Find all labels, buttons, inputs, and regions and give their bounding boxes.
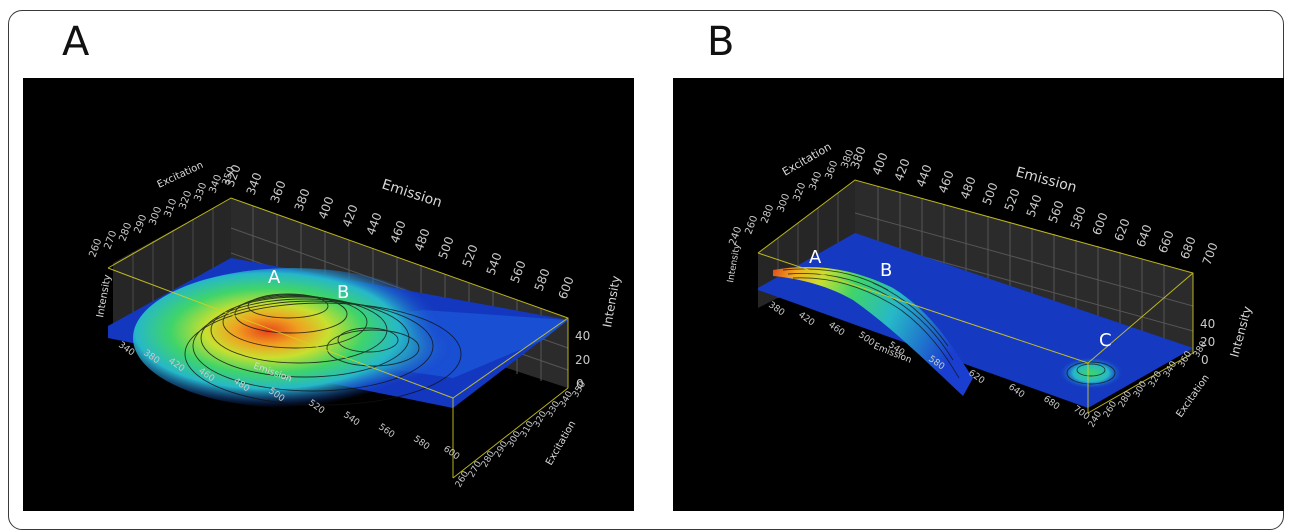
panel-a-emission-bottom-tick: 580 [411, 434, 431, 452]
panel-b-peak-label-c: C [1099, 330, 1112, 351]
panel-a-excitation-right-tick: 350 [571, 379, 588, 399]
panel-b-peak-label-a: A [809, 247, 822, 268]
panel-a-excitation-tick: 280 [117, 221, 134, 243]
panel-a-plot: 320 340 360 380 400 420 440 460 480 500 … [23, 78, 634, 511]
panel-b-intensity-title-left: Intensity [726, 243, 743, 284]
panel-a-excitation-tick: 310 [162, 197, 179, 219]
panel-b-excitation-tick: 320 [791, 181, 808, 203]
panel-a-excitation-title-right: Excitation [544, 419, 578, 467]
panel-a-letter: A [62, 19, 90, 65]
panel-a-emission-tick: 420 [340, 203, 361, 229]
panel-a-emission-tick: 380 [292, 187, 313, 213]
panel-a-emission-tick: 520 [460, 243, 481, 269]
panel-a-box-edges [107, 197, 569, 479]
panel-a-emission-bottom-tick: 600 [441, 444, 461, 462]
panel-b-emission-tick: 560 [1046, 199, 1067, 225]
panel-b-emission-tick: 640 [1134, 223, 1155, 249]
panel-b-excitation-tick: 280 [759, 203, 776, 225]
panel-a-emission-tick: 480 [412, 227, 433, 253]
panel-b-excitation-tick: 360 [823, 159, 840, 181]
panel-b-excitation-right-tick: 280 [1117, 389, 1134, 409]
panel-a-emission-tick: 580 [532, 267, 553, 293]
panel-b-emission-tick: 680 [1178, 235, 1199, 261]
panel-b-emission-tick: 520 [1002, 187, 1023, 213]
panel-b-emission-tick: 460 [936, 169, 957, 195]
panel-b-intensity-tick: 40 [1200, 317, 1215, 331]
panel-b-emission-tick: 400 [870, 151, 891, 177]
panel-b-emission-tick: 420 [892, 157, 913, 183]
panel-a-emission-tick: 440 [364, 211, 385, 237]
panel-b-peak-label-b: B [880, 260, 892, 281]
panel-a-peak-label-a: A [268, 267, 281, 288]
panel-a-excitation-tick: 270 [102, 229, 119, 251]
panel-b-emission-title: Emission [1014, 164, 1078, 196]
panel-b-excitation-title-right: Excitation [1174, 373, 1211, 420]
panel-a-peak-label-b: B [337, 282, 349, 303]
panel-a-intensity-title-left: Intensity [95, 274, 113, 319]
panel-a-excitation-tick: 330 [192, 181, 209, 203]
panel-b-excitation-right-tick: 300 [1132, 379, 1149, 399]
panel-a-contours [184, 293, 462, 406]
panel-a-emission-tick: 460 [388, 219, 409, 245]
panel-b-box-edges [757, 179, 1194, 414]
panel-b-emission-ticks: 380 400 420 440 460 480 500 520 540 560 … [848, 145, 1221, 267]
panel-b-excitation-right-tick: 260 [1102, 399, 1119, 419]
panel-b-emission-tick: 540 [1024, 193, 1045, 219]
panel-b-excitation-tick: 260 [743, 214, 760, 236]
panel-a-intensity-tick: 20 [575, 353, 590, 367]
panel-a-intensity-title: Intensity [600, 275, 623, 329]
panel-a-excitation-tick: 300 [147, 205, 164, 227]
panel-b-emission-tick: 580 [1068, 205, 1089, 231]
panel-b-plot: 380 400 420 440 460 480 500 520 540 560 … [673, 78, 1284, 511]
panel-b-emission-bottom-tick: 420 [796, 310, 816, 328]
panel-b-emission-tick: 700 [1200, 241, 1221, 267]
panel-a-emission-tick: 600 [556, 275, 577, 301]
panel-b-emission-tick: 440 [914, 163, 935, 189]
panel-b-back-wall [855, 180, 1193, 353]
panel-b-emission-tick: 620 [1112, 217, 1133, 243]
panel-b-ridge [773, 267, 973, 396]
panel-b-svg: 380 400 420 440 460 480 500 520 540 560 … [726, 140, 1254, 429]
panel-a-emission-bottom-tick: 560 [376, 422, 396, 440]
panel-a-excitation-tick: 320 [177, 189, 194, 211]
panel-a-side-wall [113, 198, 231, 328]
panel-a-emission-tick: 400 [316, 195, 337, 221]
panel-a-emission-tick: 340 [244, 171, 265, 197]
panel-a-emission-bottom-tick: 540 [341, 410, 361, 428]
panel-a-svg: 320 340 360 380 400 420 440 460 480 500 … [87, 160, 623, 490]
panel-b-emission-tick: 600 [1090, 211, 1111, 237]
panel-a-emission-title: Emission [380, 177, 444, 211]
panel-a-emission-tick: 560 [508, 259, 529, 285]
panel-b-emission-bottom-tick: 380 [766, 300, 786, 318]
panel-b-excitation-tick: 340 [807, 170, 824, 192]
panel-b-intensity-title: Intensity [1227, 305, 1254, 359]
panel-b-excitation-tick: 300 [775, 192, 792, 214]
panel-b-intensity-tick: 20 [1200, 335, 1215, 349]
panel-a-excitation-tick: 260 [87, 237, 104, 259]
panel-a-intensity-tick: 0 [576, 377, 584, 391]
panel-b-emission-bottom-tick: 460 [826, 320, 846, 338]
panel-b-emission-tick: 480 [958, 175, 979, 201]
panel-b-letter: B [707, 19, 735, 65]
panel-a-emission-tick: 500 [436, 235, 457, 261]
panel-a-emission-tick: 360 [268, 179, 289, 205]
panel-a-excitation-tick: 290 [132, 213, 149, 235]
panel-b-emission-tick: 500 [980, 181, 1001, 207]
panel-b-emission-bottom-tick: 640 [1006, 382, 1026, 400]
panel-b-emission-tick: 660 [1156, 229, 1177, 255]
panel-b-intensity-tick: 0 [1201, 353, 1209, 367]
panel-a-emission-tick: 540 [484, 251, 505, 277]
panel-a-intensity-tick: 40 [575, 329, 590, 343]
